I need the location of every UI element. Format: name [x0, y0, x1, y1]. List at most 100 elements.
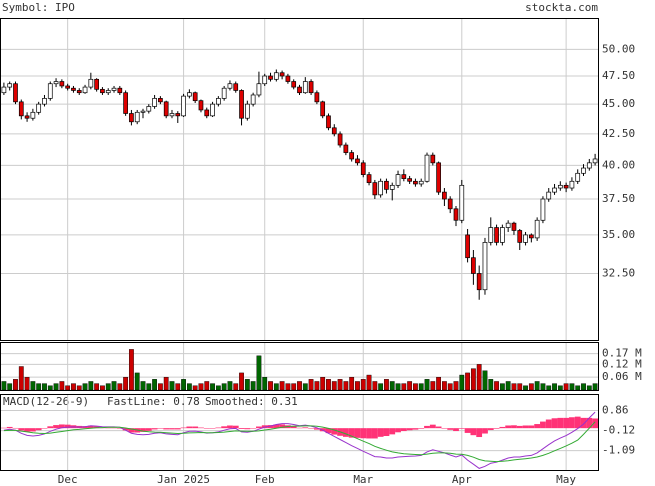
- candle-body: [111, 87, 117, 91]
- volume-bar: [152, 379, 157, 391]
- volume-bar: [192, 385, 198, 391]
- volume-bar: [308, 379, 314, 391]
- macd-histogram: [592, 418, 598, 429]
- macd-histogram: [366, 428, 372, 439]
- macd-histogram: [441, 428, 448, 429]
- volume-bar: [528, 383, 534, 391]
- macd-histogram: [516, 425, 523, 429]
- macd-line: [3, 421, 596, 463]
- candle-body: [581, 167, 586, 174]
- candle-body: [30, 111, 36, 119]
- macd-histogram: [238, 428, 245, 429]
- candle-body: [308, 81, 314, 94]
- macd-histogram: [279, 424, 286, 429]
- candle-body: [279, 72, 285, 77]
- volume-bar: [511, 383, 517, 391]
- candle-body: [546, 191, 552, 200]
- macd-histogram: [18, 428, 25, 431]
- candle-body: [100, 88, 105, 94]
- volume-bar: [24, 376, 30, 391]
- candle-body: [250, 94, 256, 105]
- y-tick-label: 40.00: [602, 158, 635, 171]
- volume-bar: [326, 379, 331, 391]
- candle-body: [158, 98, 163, 103]
- macd-histogram: [227, 425, 233, 429]
- x-tick-label: Apr: [452, 473, 472, 486]
- volume-bar: [146, 383, 152, 391]
- volume-bar: [65, 385, 71, 391]
- macd-histogram: [163, 428, 170, 430]
- macd-histogram: [371, 428, 378, 439]
- candle-body: [395, 174, 401, 186]
- macd-histogram: [389, 428, 396, 435]
- volume-bar: [123, 376, 129, 391]
- macd-histogram: [24, 428, 30, 432]
- macd-histogram: [435, 426, 442, 429]
- volume-bar: [418, 383, 424, 391]
- volume-bar: [465, 372, 470, 391]
- macd-histogram: [244, 428, 251, 430]
- macd-histogram: [377, 428, 384, 437]
- x-tick-label: Mar: [353, 473, 373, 486]
- volume-bar: [7, 383, 13, 391]
- volume-bar: [105, 383, 111, 391]
- candle-body: [18, 101, 24, 117]
- candle-body: [401, 174, 407, 179]
- macd-histogram: [429, 424, 436, 429]
- candle-body: [59, 81, 65, 87]
- volume-bar: [250, 381, 256, 391]
- candle-body: [198, 100, 204, 111]
- volume-bar: [53, 383, 59, 391]
- volume-bar: [302, 383, 308, 391]
- candle-body: [268, 75, 273, 80]
- candle-body: [1, 86, 7, 94]
- volume-bar: [517, 383, 523, 391]
- macd-histogram: [569, 417, 575, 429]
- volume-bar: [360, 379, 366, 391]
- y-tick-label: 32.50: [602, 266, 635, 279]
- candle-body: [239, 90, 244, 119]
- price-panel: [0, 18, 599, 341]
- volume-bar: [88, 381, 94, 391]
- macd-histogram: [198, 427, 204, 429]
- volume-bar: [557, 385, 563, 391]
- macd-histogram: [122, 428, 129, 431]
- volume-bar: [320, 376, 326, 391]
- macd-histogram: [53, 425, 59, 429]
- candle-body: [511, 222, 517, 231]
- candle-body: [36, 103, 42, 113]
- volume-bar: [30, 381, 36, 391]
- macd-histogram: [482, 428, 488, 434]
- macd-histogram: [221, 426, 228, 429]
- macd-histogram: [151, 428, 158, 430]
- candle-body: [13, 83, 18, 103]
- volume-bar: [36, 383, 42, 391]
- macd-histogram: [250, 428, 257, 429]
- volume-bar: [262, 376, 268, 391]
- candle-body: [418, 180, 424, 185]
- candle-body: [65, 85, 71, 89]
- volume-bar: [482, 370, 488, 391]
- macd-histogram: [406, 428, 413, 431]
- candle-body: [442, 191, 447, 200]
- candle-body: [424, 154, 430, 182]
- macd-histogram: [29, 428, 36, 432]
- candle-body: [216, 98, 221, 105]
- macd-histogram: [12, 427, 19, 429]
- macd-histogram: [128, 428, 135, 433]
- macd-histogram: [470, 428, 477, 436]
- candle-body: [273, 72, 279, 80]
- volume-bar: [343, 381, 349, 391]
- candle-body: [76, 90, 82, 94]
- macd-histogram: [528, 425, 535, 429]
- volume-bar: [575, 385, 581, 391]
- volume-bar: [505, 381, 511, 391]
- candle-body: [471, 257, 476, 274]
- candle-body: [227, 83, 233, 89]
- macd-histogram: [545, 419, 552, 429]
- volume-bar: [256, 355, 262, 391]
- macd-histogram: [511, 425, 517, 429]
- macd-histogram: [203, 428, 210, 429]
- volume-bar: [42, 383, 47, 391]
- macd-histogram: [290, 426, 297, 429]
